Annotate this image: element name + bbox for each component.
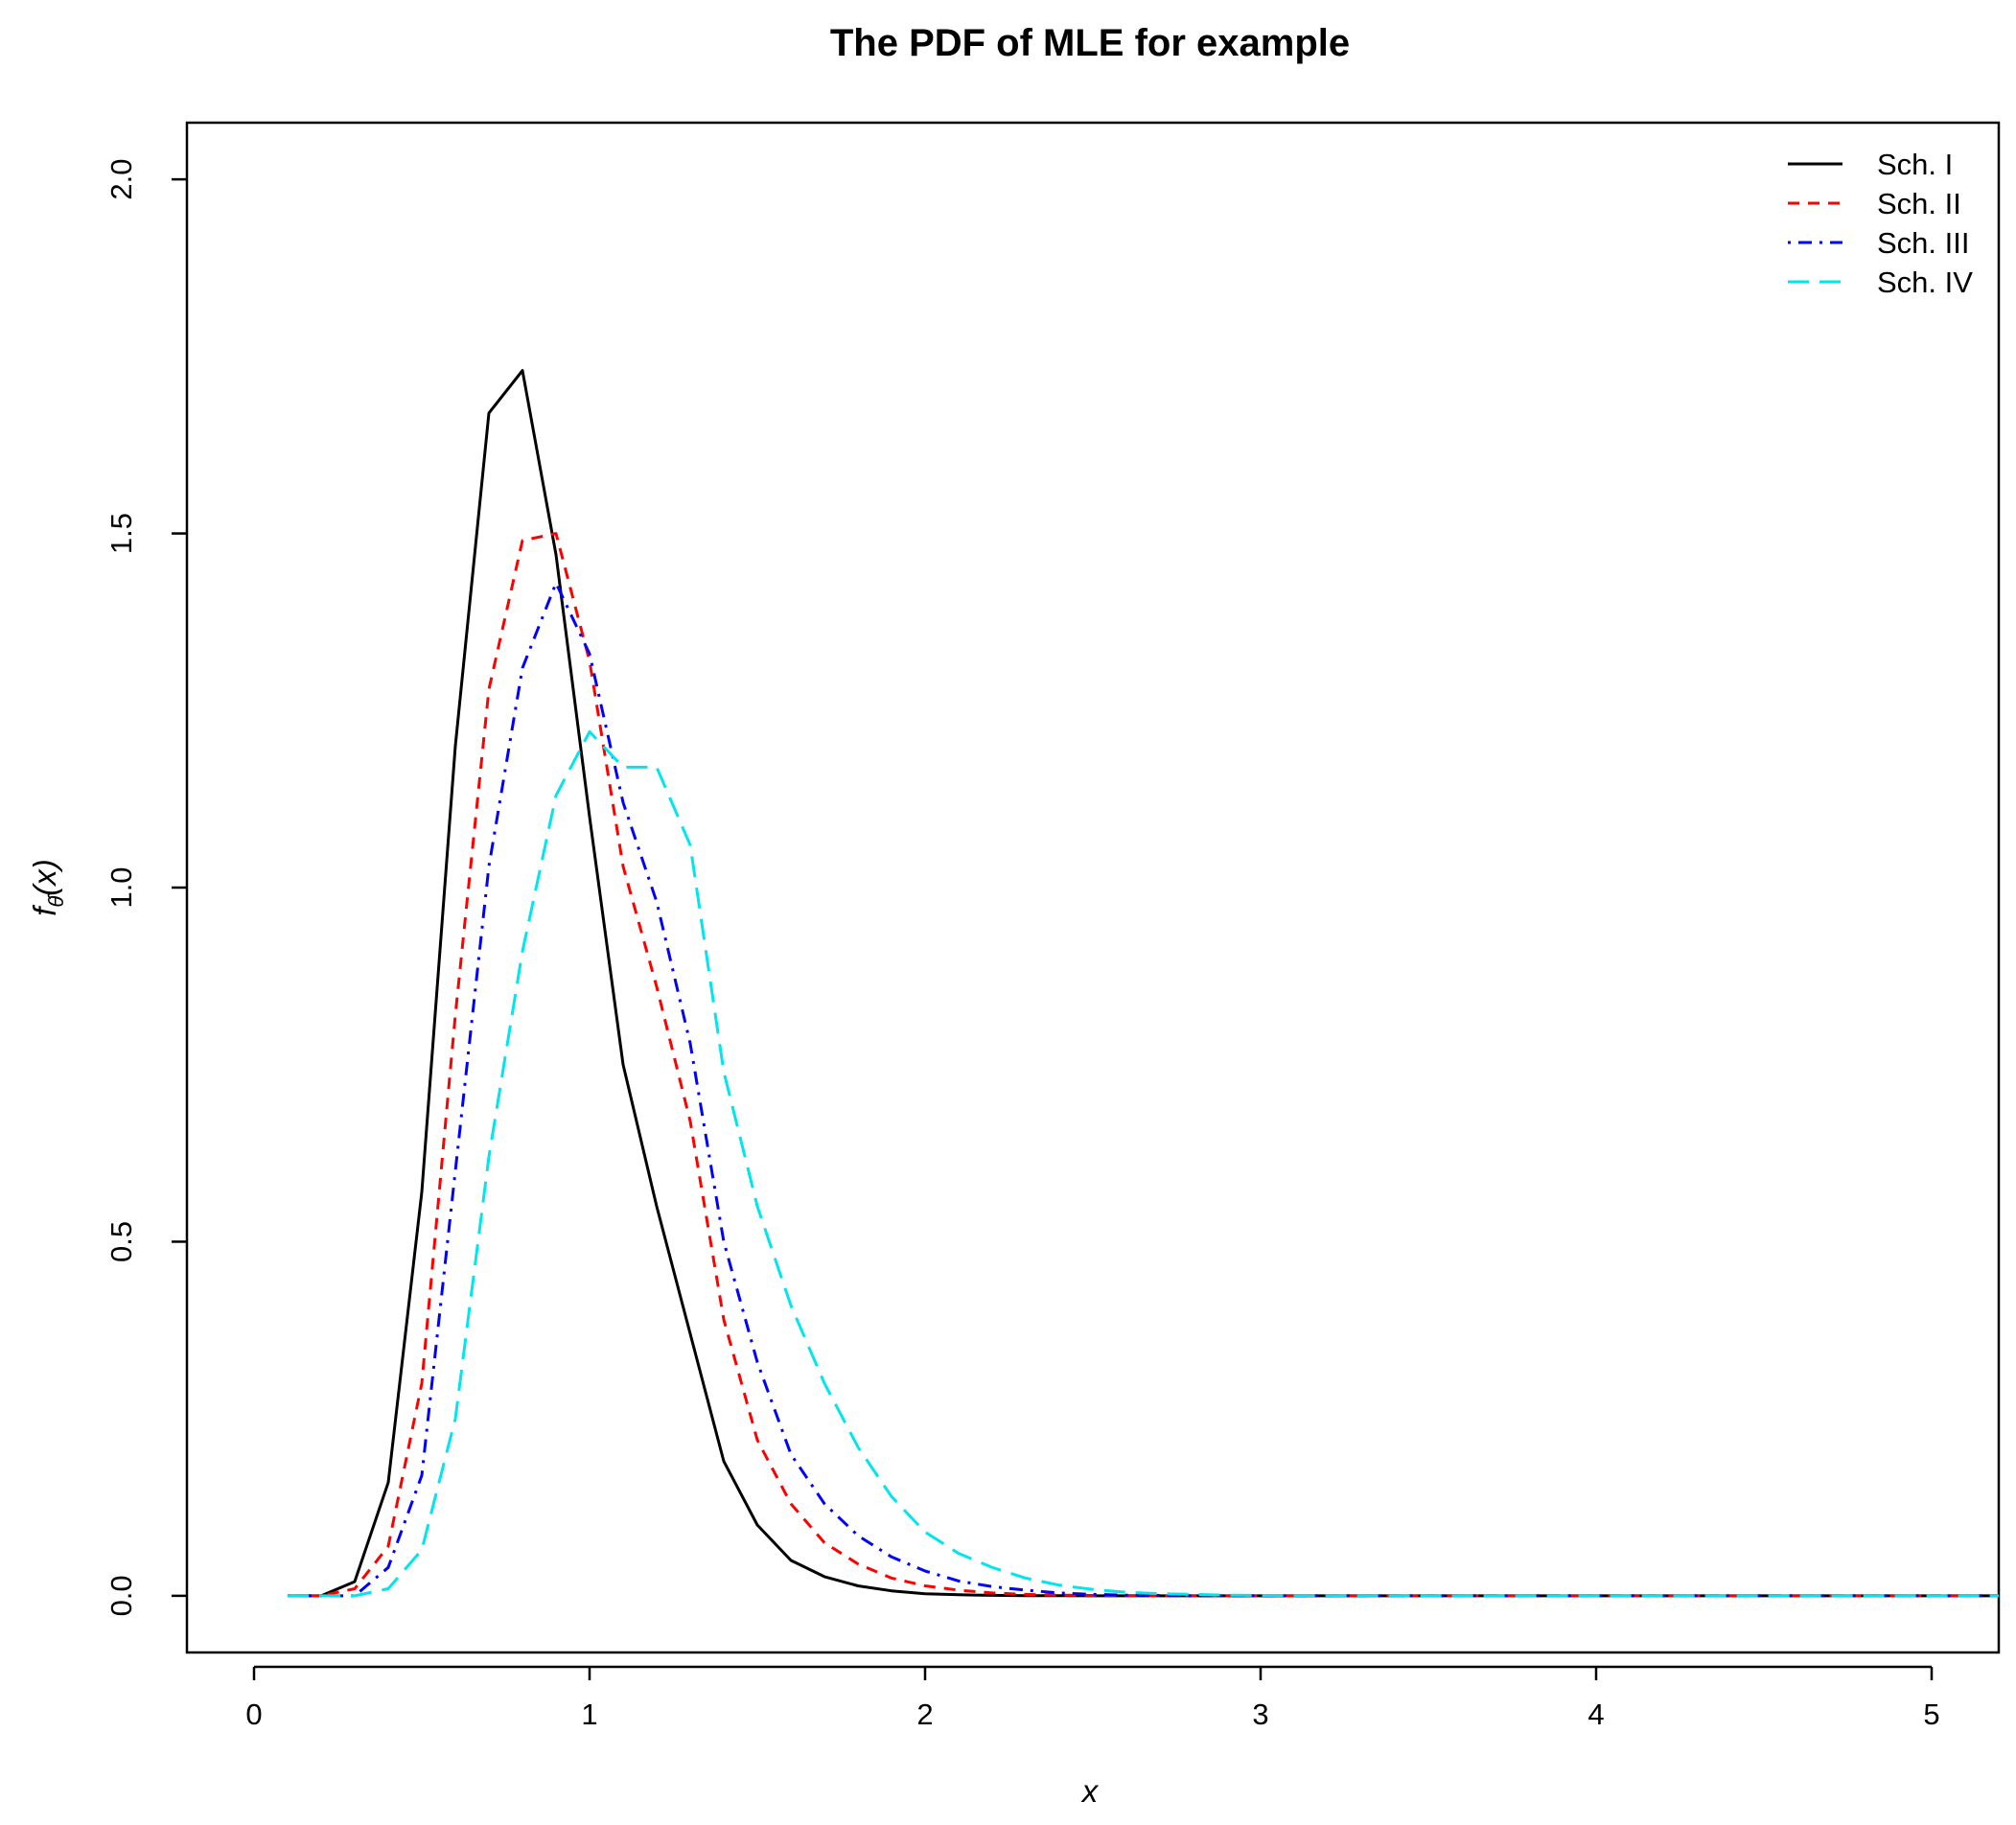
y-tick-label: 0.0	[104, 1575, 138, 1616]
x-tick-label: 3	[1252, 1698, 1268, 1731]
x-tick-label: 2	[916, 1698, 933, 1731]
x-tick-label: 0	[245, 1698, 262, 1731]
y-axis: 0.0 0.5 1.0 1.5 2.0	[104, 159, 187, 1616]
x-tick-label: 5	[1923, 1698, 1939, 1731]
x-axis-label: x	[1080, 1773, 1100, 1809]
x-axis: 0 1 2 3 4 5	[245, 1665, 1940, 1731]
x-tick-label: 1	[581, 1698, 597, 1731]
y-tick-label: 1.0	[104, 866, 138, 908]
legend-label: Sch. I	[1877, 148, 1953, 181]
svg-text:fθ̂(x): fθ̂(x)	[27, 859, 68, 916]
y-axis-label: fθ̂(x)	[27, 859, 68, 916]
legend-label: Sch. IV	[1877, 266, 1973, 299]
series-line	[288, 532, 1999, 1598]
legend: Sch. I Sch. II Sch. III Sch. IV	[1788, 148, 1973, 299]
y-tick-label: 1.5	[104, 513, 138, 554]
series-line	[288, 581, 1999, 1598]
y-tick-label: 2.0	[104, 159, 138, 200]
series-line	[288, 729, 1999, 1598]
x-tick-label: 4	[1587, 1698, 1604, 1731]
y-tick-label: 0.5	[104, 1221, 138, 1262]
legend-label: Sch. II	[1877, 187, 1961, 220]
series-line	[288, 369, 1999, 1598]
chart-title: The PDF of MLE for example	[830, 22, 1350, 64]
legend-label: Sch. III	[1877, 226, 1969, 260]
y-label-arg: (x)	[27, 859, 62, 895]
series-layer	[288, 369, 1999, 1598]
plot-frame	[185, 121, 2001, 1654]
